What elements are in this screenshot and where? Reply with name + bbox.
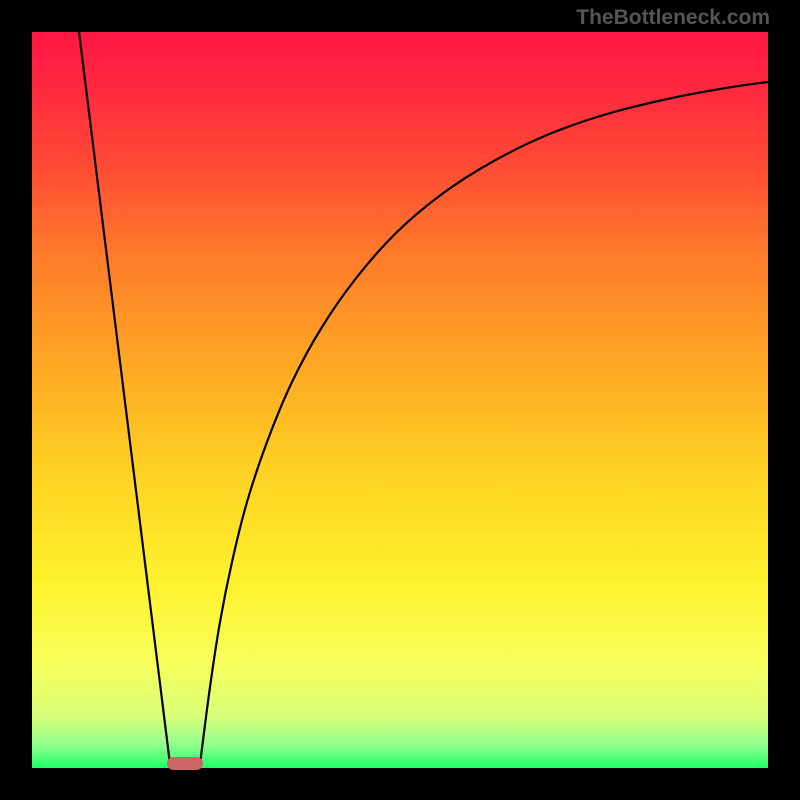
chart-container: TheBottleneck.com xyxy=(0,0,800,800)
bottleneck-curve xyxy=(32,32,768,768)
plot-area xyxy=(32,32,768,768)
optimal-marker xyxy=(167,757,203,770)
watermark-text: TheBottleneck.com xyxy=(576,6,770,30)
